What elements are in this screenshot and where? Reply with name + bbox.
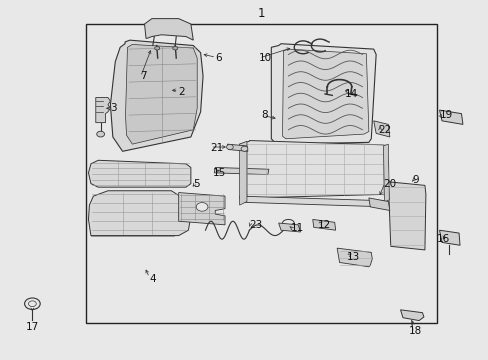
Polygon shape bbox=[239, 140, 387, 198]
Text: 13: 13 bbox=[346, 252, 359, 262]
Text: 12: 12 bbox=[317, 220, 330, 230]
Polygon shape bbox=[383, 144, 388, 202]
Polygon shape bbox=[439, 230, 459, 245]
Polygon shape bbox=[271, 44, 375, 144]
Polygon shape bbox=[227, 144, 247, 151]
Text: 16: 16 bbox=[436, 234, 449, 244]
Text: 3: 3 bbox=[110, 103, 117, 113]
Polygon shape bbox=[373, 121, 389, 137]
Text: 17: 17 bbox=[26, 322, 39, 332]
Text: 21: 21 bbox=[210, 143, 223, 153]
Polygon shape bbox=[144, 19, 193, 40]
Text: 23: 23 bbox=[249, 220, 262, 230]
Text: 8: 8 bbox=[261, 111, 267, 121]
Text: 18: 18 bbox=[407, 325, 421, 336]
Polygon shape bbox=[239, 141, 246, 205]
Text: 15: 15 bbox=[212, 168, 225, 178]
Bar bbox=[86, 24, 436, 323]
Text: 22: 22 bbox=[378, 125, 391, 135]
Text: 2: 2 bbox=[178, 87, 185, 97]
Polygon shape bbox=[312, 220, 335, 230]
Text: 14: 14 bbox=[344, 89, 357, 99]
Polygon shape bbox=[368, 198, 389, 211]
Polygon shape bbox=[96, 98, 110, 123]
Polygon shape bbox=[400, 310, 423, 320]
Polygon shape bbox=[282, 49, 368, 139]
Polygon shape bbox=[214, 167, 268, 175]
Text: 11: 11 bbox=[290, 224, 304, 233]
Text: 1: 1 bbox=[257, 7, 265, 20]
Circle shape bbox=[196, 203, 207, 211]
Text: 9: 9 bbox=[412, 175, 419, 185]
Polygon shape bbox=[336, 248, 371, 267]
Text: 5: 5 bbox=[193, 179, 200, 189]
Polygon shape bbox=[88, 191, 190, 235]
Polygon shape bbox=[110, 40, 203, 151]
Polygon shape bbox=[387, 182, 425, 250]
Polygon shape bbox=[178, 193, 224, 225]
Circle shape bbox=[28, 301, 36, 307]
Polygon shape bbox=[439, 110, 462, 125]
Circle shape bbox=[97, 131, 104, 137]
Polygon shape bbox=[155, 46, 159, 50]
Polygon shape bbox=[88, 160, 190, 187]
Polygon shape bbox=[125, 44, 197, 144]
Circle shape bbox=[226, 144, 233, 149]
Polygon shape bbox=[239, 196, 386, 207]
Text: 6: 6 bbox=[215, 53, 222, 63]
Polygon shape bbox=[278, 223, 300, 232]
Text: 10: 10 bbox=[259, 53, 272, 63]
Text: 4: 4 bbox=[149, 274, 156, 284]
Text: 7: 7 bbox=[140, 71, 146, 81]
Circle shape bbox=[241, 146, 247, 151]
Polygon shape bbox=[172, 46, 177, 50]
Text: 19: 19 bbox=[439, 111, 452, 121]
Text: 20: 20 bbox=[383, 179, 396, 189]
